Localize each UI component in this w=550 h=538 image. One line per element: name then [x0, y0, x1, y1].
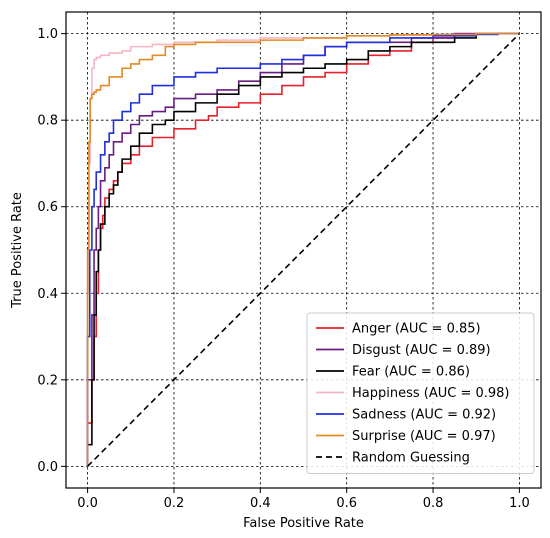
legend-label: Surprise (AUC = 0.97): [352, 429, 496, 444]
legend-label: Fear (AUC = 0.86): [352, 365, 470, 380]
legend-label: Disgust (AUC = 0.89): [352, 343, 491, 358]
y-tick-label: 0.4: [37, 287, 58, 302]
x-tick-label: 0.0: [77, 496, 98, 511]
legend-label: Random Guessing: [352, 451, 470, 466]
y-tick-label: 0.0: [37, 460, 58, 475]
x-tick-label: 0.2: [164, 496, 185, 511]
y-axis-label: True Positive Rate: [10, 192, 25, 309]
series-line-5: [86, 32, 520, 467]
y-tick-label: 0.6: [37, 200, 58, 215]
x-tick-label: 1.0: [509, 496, 530, 511]
series-line-7: [87, 33, 520, 467]
x-tick-label: 0.4: [250, 496, 271, 511]
series-line-3: [86, 32, 520, 467]
plot-frame: [65, 11, 542, 489]
legend-label: Anger (AUC = 0.85): [352, 322, 481, 337]
x-axis-label: False Positive Rate: [243, 516, 364, 531]
x-tick-label: 0.8: [423, 496, 444, 511]
x-tick-label: 0.6: [336, 496, 357, 511]
y-tick-label: 0.2: [37, 373, 58, 388]
legend-box: [306, 312, 535, 474]
legend-label: Happiness (AUC = 0.98): [352, 386, 510, 401]
series-group: [86, 32, 520, 467]
legend: Anger (AUC = 0.85) Disgust (AUC = 0.89) Fe…: [306, 312, 535, 474]
series-line-6: [86, 32, 520, 467]
axis-ticks: 0.0 0.2 0.4 0.6 0.8 1.0 0.0 0.2 0.4 0.6 0.8 1.0: [37, 27, 529, 511]
y-tick-label: 0.8: [37, 114, 58, 129]
y-tick-label: 1.0: [37, 27, 58, 42]
legend-label: Sadness (AUC = 0.92): [352, 408, 496, 423]
